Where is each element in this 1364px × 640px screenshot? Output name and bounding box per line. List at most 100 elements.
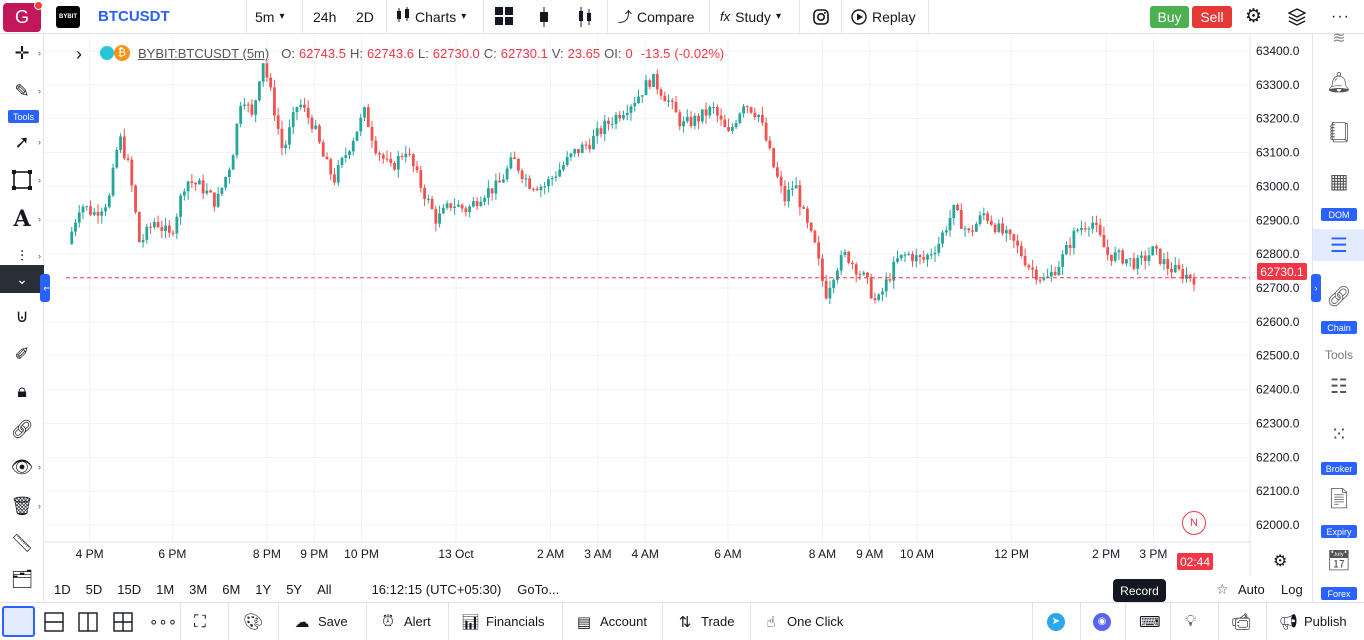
range-1y-button[interactable]: 1Y (255, 581, 272, 597)
instagram-button[interactable] (813, 0, 829, 33)
discord-button[interactable]: ◉ (1093, 603, 1111, 640)
draw-lock-tool[interactable]: ✐ (0, 339, 44, 369)
cursor-tool[interactable]: ➚ › (14, 131, 41, 152)
interval-dropdown[interactable]: 5m ▾ (255, 8, 285, 25)
replay-button[interactable]: Replay (851, 0, 916, 33)
telegram-icon: ➤ (1047, 612, 1065, 631)
watchlist-panel-button[interactable]: ☰ (1313, 229, 1364, 261)
alert-button[interactable]: ⏰︎ Alert (379, 603, 431, 640)
text-tool[interactable]: A › (13, 206, 41, 232)
telegram-button[interactable]: ➤ (1047, 603, 1065, 640)
app-logo[interactable]: G (3, 1, 43, 32)
goto-button[interactable]: GoTo... (517, 581, 560, 597)
notes-panel-button[interactable]: 📒︎ (1313, 116, 1364, 148)
chart-settings-button[interactable]: ⚙ (1273, 551, 1287, 571)
news-badge[interactable]: N (1182, 511, 1206, 535)
crosshair-tool[interactable]: ✛ › (14, 42, 41, 63)
split-v-layout-button[interactable] (78, 603, 98, 640)
candle-body (1034, 269, 1038, 280)
layers-button[interactable] (1288, 0, 1306, 33)
more-menu-button[interactable]: ··· (1331, 0, 1350, 33)
candle-body (1046, 276, 1050, 278)
object-tree-tool[interactable]: 🗂︎ (0, 564, 44, 594)
candle-body (956, 204, 959, 210)
screener-panel-button[interactable]: ☷ (1313, 370, 1364, 402)
collapse-tools-button[interactable]: ⌄ (0, 265, 44, 293)
forex-panel-button[interactable]: 📅︎ (1313, 544, 1364, 576)
chain-panel-button[interactable]: 🔗︎ (1313, 280, 1364, 312)
expiry-panel-button[interactable]: 📄︎ (1313, 482, 1364, 514)
publish-button[interactable]: 📢︎ Publish (1279, 613, 1347, 631)
auto-scale-button[interactable]: Auto (1238, 581, 1265, 597)
financials-button[interactable]: 📊︎ Financials (461, 613, 545, 631)
account-button[interactable]: ▤ Account (576, 613, 647, 631)
candle-body (445, 203, 449, 208)
quad-layout-button[interactable] (113, 603, 133, 640)
theme-button[interactable]: 🎨︎ (243, 603, 263, 640)
candle-body (554, 176, 558, 178)
calendar-icon: 📅︎ (1326, 549, 1352, 572)
candle-body (194, 182, 198, 185)
range-15d-button[interactable]: 15D (117, 581, 142, 597)
candle-body (674, 101, 678, 113)
range-5y-button[interactable]: 5Y (286, 581, 303, 597)
compare-button[interactable]: ⤴ Compare (618, 8, 695, 25)
list-icon: ☰ (1330, 234, 1348, 257)
ruler-tool[interactable]: 📏︎ (0, 528, 44, 558)
pencil-tool[interactable]: ✎ › (14, 80, 41, 101)
favorite-icon[interactable]: ☆ (1216, 580, 1229, 597)
right-panel-toggle[interactable]: › (1311, 274, 1321, 302)
save-button[interactable]: ☁ Save (294, 613, 348, 631)
candle-body (265, 63, 269, 78)
range-all-button[interactable]: All (317, 581, 332, 597)
single-layout-button[interactable] (2, 606, 35, 637)
layers-panel-button[interactable]: ≋ (1313, 22, 1364, 54)
more-layouts-button[interactable]: ∘∘∘ (149, 603, 177, 640)
legend-symbol[interactable]: BYBIT:BTCUSDT (5m) (138, 45, 270, 61)
magnet-tool[interactable]: ⊍ (0, 301, 44, 331)
split-h-layout-button[interactable] (44, 603, 64, 640)
chart-canvas[interactable]: 63400.0 63300.0 63200.0 63100.0 63000.0 62900… (44, 34, 1312, 576)
candle-body (385, 158, 389, 160)
clock-display[interactable]: 16:12:15 (UTC+05:30) (371, 581, 502, 597)
fullscreen-button[interactable]: ⛶ (194, 603, 206, 640)
delete-tool[interactable]: 🗑︎ › (10, 495, 41, 516)
record-video-button[interactable]: 📹︎ (1231, 603, 1251, 640)
link-tool[interactable]: 🔗︎ (0, 414, 44, 444)
keyboard-button[interactable]: ⌨ (1139, 603, 1161, 640)
range-3m-button[interactable]: 3M (189, 581, 208, 597)
measure-tool[interactable]: ⫶ › (20, 247, 41, 265)
price-chart[interactable]: 63400.0 63300.0 63200.0 63100.0 63000.0 62900… (44, 34, 1312, 576)
one-click-button[interactable]: ☝ One Click (762, 603, 843, 640)
legend-collapse-icon[interactable]: › (76, 44, 82, 64)
range-1d-button[interactable]: 1D (54, 581, 71, 597)
range-1m-button[interactable]: 1M (156, 581, 175, 597)
visibility-tool[interactable]: 👁︎ › (10, 456, 41, 477)
settings-button[interactable]: ⚙ (1245, 0, 1262, 33)
ideas-button[interactable]: 💡︎ (1185, 603, 1196, 640)
candle-body (269, 77, 273, 88)
cursor-arrow-icon: ➚ (14, 131, 30, 152)
lock-tool[interactable]: 🔒︎ (0, 376, 44, 406)
range-6m-button[interactable]: 6M (222, 581, 241, 597)
layout-grid-button[interactable] (495, 0, 514, 33)
dom-panel-button[interactable]: ▦ (1313, 165, 1364, 197)
rectangle-tool[interactable]: › (0, 165, 44, 195)
dom-label: DOM (1321, 208, 1357, 221)
range-2d-button[interactable]: 2D (356, 8, 374, 25)
broker-panel-button[interactable]: ⁙ (1313, 418, 1364, 450)
trade-button[interactable]: ⇅ Trade (676, 603, 735, 640)
log-scale-button[interactable]: Log (1281, 581, 1303, 597)
sell-button[interactable]: Sell (1192, 6, 1232, 28)
bar-style-button[interactable] (577, 0, 593, 33)
candle-body (1023, 256, 1027, 266)
range-5d-button[interactable]: 5D (85, 581, 103, 597)
candle-style-button[interactable] (537, 0, 551, 33)
range-24h-button[interactable]: 24h (313, 8, 337, 25)
charts-type-dropdown[interactable]: Charts ▾ (396, 0, 466, 33)
alerts-panel-button[interactable]: 🔔︎ (1313, 66, 1364, 98)
symbol-search-button[interactable]: BTCUSDT (98, 8, 170, 25)
study-dropdown[interactable]: fx Study ▾ (720, 8, 781, 25)
buy-button[interactable]: Buy (1150, 6, 1189, 28)
candle-body (306, 107, 310, 118)
